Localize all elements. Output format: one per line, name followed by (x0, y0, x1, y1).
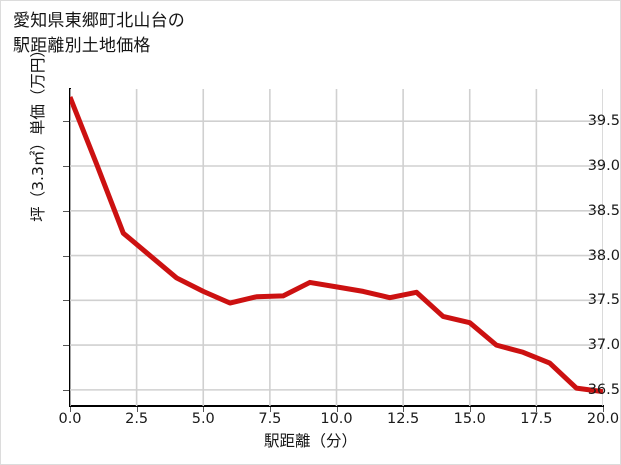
y-axis-label: 坪（3.3㎡）単価（万円） (29, 42, 47, 222)
x-tick-mark (336, 407, 338, 412)
x-tick-mark (70, 407, 71, 412)
y-tick-label: 38.0 (587, 247, 620, 264)
y-tick-label: 37.5 (587, 292, 620, 309)
x-tick-mark (536, 407, 538, 412)
y-tick-mark (63, 345, 69, 347)
x-tick-mark (269, 407, 271, 412)
x-tick-label: 5.0 (191, 411, 215, 427)
y-tick-mark (63, 166, 69, 167)
plot-area (70, 89, 603, 406)
page-title: 愛知県東郷町北山台の 駅距離別土地価格 (13, 11, 185, 56)
x-tick-mark (203, 407, 205, 412)
x-tick-mark (469, 407, 471, 412)
y-tick-label: 38.5 (587, 202, 620, 219)
x-tick-label: 7.5 (258, 411, 282, 427)
y-tick-label: 37.0 (587, 337, 620, 354)
x-tick-mark (403, 407, 405, 412)
grid-lines (70, 89, 603, 406)
x-tick-label: 0.0 (58, 411, 82, 427)
y-tick-mark (63, 121, 69, 123)
x-tick-label: 17.5 (520, 411, 553, 427)
x-tick-label: 15.0 (453, 411, 486, 427)
x-tick-label: 2.5 (125, 411, 149, 427)
y-tick-mark (63, 210, 69, 212)
x-tick-mark (136, 407, 138, 412)
x-axis-label: 駅距離（分） (263, 432, 357, 450)
y-tick-mark (63, 389, 69, 391)
y-tick-label: 36.5 (587, 381, 620, 398)
y-tick-mark (63, 255, 69, 257)
x-axis-spine (69, 405, 604, 407)
y-tick-label: 39.0 (587, 158, 620, 174)
x-tick-label: 10.0 (320, 411, 353, 427)
y-tick-mark (63, 300, 69, 302)
y-tick-label: 39.5 (587, 113, 620, 130)
x-tick-mark (603, 407, 604, 412)
x-tick-label: 20.0 (586, 411, 620, 427)
data-series-line (70, 96, 603, 395)
x-tick-label: 12.5 (386, 411, 420, 427)
